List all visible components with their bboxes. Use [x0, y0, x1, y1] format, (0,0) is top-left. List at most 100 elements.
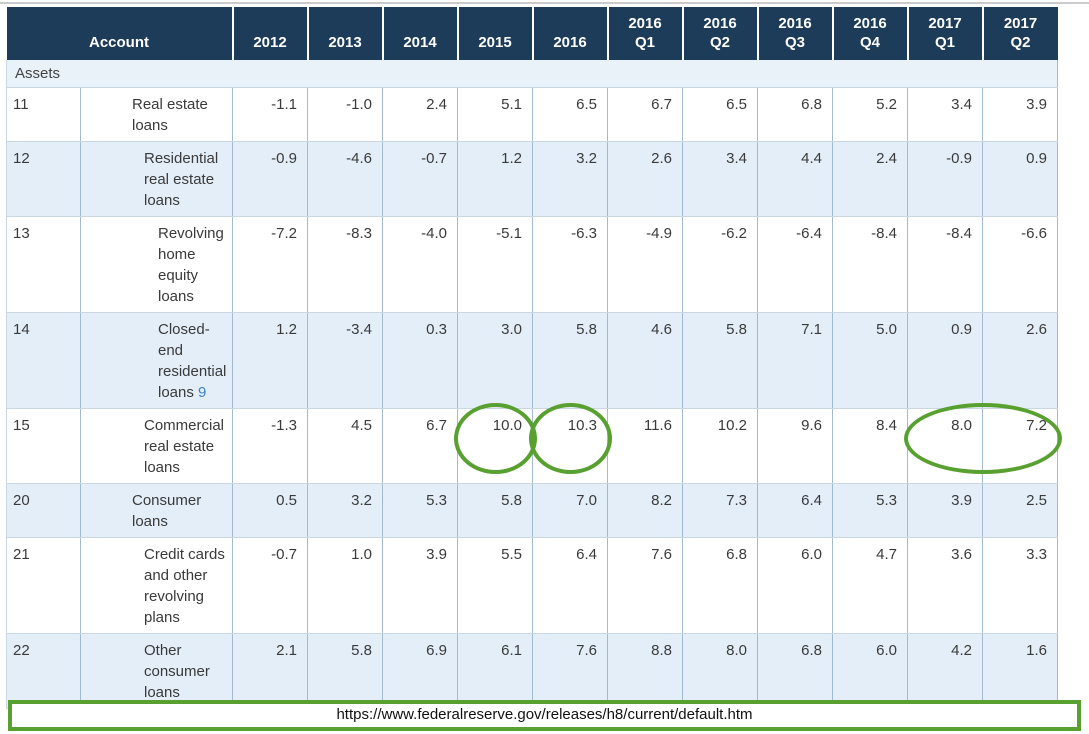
value-cell-21-2017-q2: 3.3 [982, 537, 1058, 634]
value-cell-20-2016-q4: 5.3 [832, 483, 908, 538]
value-cell-22-2015: 6.1 [457, 633, 533, 709]
value-cell-20-2017-q1: 3.9 [907, 483, 983, 538]
value-cell-21-2016-q2: 6.8 [682, 537, 758, 634]
value-cell-15-2016-q4: 8.4 [832, 408, 908, 484]
value-cell-13-2015: -5.1 [457, 216, 533, 313]
column-header-2016: 2016 [532, 7, 609, 60]
row-number: 15 [6, 408, 81, 484]
source-url: https://www.federalreserve.gov/releases/… [336, 706, 753, 723]
column-header-2013: 2013 [307, 7, 384, 60]
top-border-line [0, 2, 1089, 4]
value-cell-12-2016-q4: 2.4 [832, 141, 908, 217]
value-cell-20-2017-q2: 2.5 [982, 483, 1058, 538]
value-cell-21-2017-q1: 3.6 [907, 537, 983, 634]
value-cell-20-2016-q3: 6.4 [757, 483, 833, 538]
value-cell-14-2017-q1: 0.9 [907, 312, 983, 409]
value-cell-11-2012: -1.1 [232, 87, 308, 142]
value-cell-14-2016: 5.8 [532, 312, 608, 409]
value-cell-11-2016-q1: 6.7 [607, 87, 683, 142]
value-cell-15-2016-q3: 9.6 [757, 408, 833, 484]
table-row: 14 Closed-end residential loans 9 1.2 -3.4 0… [6, 312, 1058, 409]
value-cell-13-2017-q1: -8.4 [907, 216, 983, 313]
value-cell-12-2016: 3.2 [532, 141, 608, 217]
value-cell-13-2016-q4: -8.4 [832, 216, 908, 313]
column-header-2016-q4: 2016 Q4 [832, 7, 909, 60]
column-header-2012: 2012 [232, 7, 309, 60]
account-label: Credit cards and other revolving plans [80, 537, 233, 634]
table-header: Account 2012 2013 2014 2015 2016 2016 Q1 2016 Q… [6, 7, 1058, 60]
value-cell-15-2013: 4.5 [307, 408, 383, 484]
value-cell-11-2013: -1.0 [307, 87, 383, 142]
table-row: 13 Revolving home equity loans -7.2 -8.3 -4.… [6, 216, 1058, 313]
value-cell-12-2014: -0.7 [382, 141, 458, 217]
value-cell-11-2017-q2: 3.9 [982, 87, 1058, 142]
value-cell-20-2016-q2: 7.3 [682, 483, 758, 538]
account-label: Revolving home equity loans [80, 216, 233, 313]
header-row: Account 2012 2013 2014 2015 2016 2016 Q1 2016 Q… [6, 7, 1058, 60]
value-cell-20-2012: 0.5 [232, 483, 308, 538]
value-cell-15-2016-q1: 11.6 [607, 408, 683, 484]
column-header-2016-q2: 2016 Q2 [682, 7, 759, 60]
table-body: Assets 11 Real estate loans -1.1 -1.0 2.4 5.1 6… [6, 60, 1058, 709]
value-cell-20-2014: 5.3 [382, 483, 458, 538]
value-cell-22-2013: 5.8 [307, 633, 383, 709]
value-cell-21-2016-q3: 6.0 [757, 537, 833, 634]
table-row: 22 Other consumer loans 2.1 5.8 6.9 6.1 7.6 8.8… [6, 633, 1058, 709]
value-cell-14-2015: 3.0 [457, 312, 533, 409]
value-cell-14-2016-q3: 7.1 [757, 312, 833, 409]
account-label: Consumer loans [80, 483, 233, 538]
value-cell-22-2017-q1: 4.2 [907, 633, 983, 709]
value-cell-22-2016: 7.6 [532, 633, 608, 709]
value-cell-13-2016: -6.3 [532, 216, 608, 313]
value-cell-13-2016-q1: -4.9 [607, 216, 683, 313]
value-cell-21-2013: 1.0 [307, 537, 383, 634]
column-header-2014: 2014 [382, 7, 459, 60]
value-cell-11-2014: 2.4 [382, 87, 458, 142]
value-cell-14-2017-q2: 2.6 [982, 312, 1058, 409]
value-cell-11-2017-q1: 3.4 [907, 87, 983, 142]
row-number: 20 [6, 483, 81, 538]
value-cell-11-2016-q4: 5.2 [832, 87, 908, 142]
row-number: 11 [6, 87, 81, 142]
table-row: 20 Consumer loans 0.5 3.2 5.3 5.8 7.0 8.2 7.3 6.4… [6, 483, 1058, 538]
value-cell-15-2014: 6.7 [382, 408, 458, 484]
row-number: 21 [6, 537, 81, 634]
value-cell-12-2016-q3: 4.4 [757, 141, 833, 217]
account-label: Real estate loans [80, 87, 233, 142]
value-cell-15-2015: 10.0 [457, 408, 533, 484]
value-cell-11-2015: 5.1 [457, 87, 533, 142]
value-cell-12-2013: -4.6 [307, 141, 383, 217]
value-cell-15-2016-q2: 10.2 [682, 408, 758, 484]
section-row: Assets [6, 60, 1058, 88]
account-label: Closed-end residential loans 9 [80, 312, 233, 409]
value-cell-22-2014: 6.9 [382, 633, 458, 709]
table-row: 15 Commercial real estate loans -1.3 4.5 6.7… [6, 408, 1058, 484]
value-cell-22-2016-q4: 6.0 [832, 633, 908, 709]
table-row: 11 Real estate loans -1.1 -1.0 2.4 5.1 6.5 6.7 6… [6, 87, 1058, 142]
value-cell-14-2016-q4: 5.0 [832, 312, 908, 409]
value-cell-14-2013: -3.4 [307, 312, 383, 409]
account-label: Commercial real estate loans [80, 408, 233, 484]
value-cell-13-2012: -7.2 [232, 216, 308, 313]
value-cell-21-2016: 6.4 [532, 537, 608, 634]
value-cell-12-2017-q1: -0.9 [907, 141, 983, 217]
value-cell-15-2017-q2: 7.2 [982, 408, 1058, 484]
section-header-assets: Assets [6, 60, 1058, 88]
footnote-link[interactable]: 9 [198, 384, 207, 401]
value-cell-21-2012: -0.7 [232, 537, 308, 634]
value-cell-20-2015: 5.8 [457, 483, 533, 538]
table-row: 21 Credit cards and other revolving plans… [6, 537, 1058, 634]
value-cell-22-2016-q1: 8.8 [607, 633, 683, 709]
value-cell-12-2015: 1.2 [457, 141, 533, 217]
value-cell-15-2012: -1.3 [232, 408, 308, 484]
value-cell-20-2016-q1: 8.2 [607, 483, 683, 538]
value-cell-11-2016-q2: 6.5 [682, 87, 758, 142]
h8-growth-table: Account 2012 2013 2014 2015 2016 2016 Q1 2016 Q… [6, 7, 1058, 709]
column-header-2015: 2015 [457, 7, 534, 60]
value-cell-13-2017-q2: -6.6 [982, 216, 1058, 313]
value-cell-11-2016-q3: 6.8 [757, 87, 833, 142]
value-cell-13-2016-q2: -6.2 [682, 216, 758, 313]
row-number: 12 [6, 141, 81, 217]
value-cell-14-2016-q2: 5.8 [682, 312, 758, 409]
